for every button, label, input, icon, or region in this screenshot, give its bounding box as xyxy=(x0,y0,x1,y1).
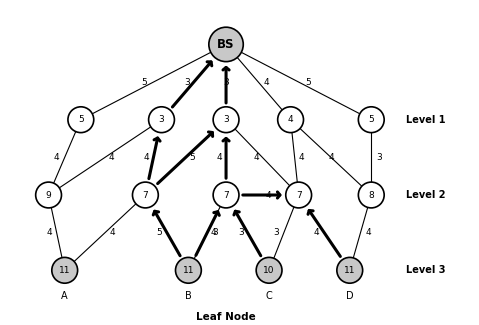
Text: 7: 7 xyxy=(143,190,148,200)
Circle shape xyxy=(358,107,384,133)
Circle shape xyxy=(337,257,363,283)
Circle shape xyxy=(256,257,282,283)
Text: BS: BS xyxy=(217,38,235,51)
Text: C: C xyxy=(266,291,273,301)
Text: D: D xyxy=(346,291,354,301)
Text: B: B xyxy=(185,291,192,301)
Text: Leaf Node: Leaf Node xyxy=(196,312,256,322)
Text: 4: 4 xyxy=(110,228,115,237)
Text: 4: 4 xyxy=(266,190,272,200)
Text: 5: 5 xyxy=(189,153,195,162)
Text: 4: 4 xyxy=(365,228,371,237)
Text: 3: 3 xyxy=(159,115,164,124)
Text: 4: 4 xyxy=(328,153,334,162)
Text: 4: 4 xyxy=(217,153,222,162)
Text: 5: 5 xyxy=(368,115,374,124)
Text: 3: 3 xyxy=(212,228,217,237)
Circle shape xyxy=(68,107,94,133)
Text: 9: 9 xyxy=(46,190,51,200)
Circle shape xyxy=(209,27,243,62)
Text: 3: 3 xyxy=(376,153,382,162)
Text: Level 1: Level 1 xyxy=(406,115,446,125)
Text: Level 3: Level 3 xyxy=(406,265,446,275)
Text: 4: 4 xyxy=(143,153,149,162)
Text: 5: 5 xyxy=(157,228,162,237)
Text: 4: 4 xyxy=(288,115,294,124)
Circle shape xyxy=(213,107,239,133)
Text: 11: 11 xyxy=(344,266,355,275)
Circle shape xyxy=(213,182,239,208)
Text: Level 2: Level 2 xyxy=(406,190,446,200)
Circle shape xyxy=(52,257,78,283)
Text: 4: 4 xyxy=(109,153,114,162)
Text: 4: 4 xyxy=(314,228,319,237)
Text: 4: 4 xyxy=(211,228,217,237)
Circle shape xyxy=(133,182,158,208)
Text: 5: 5 xyxy=(306,78,311,86)
Text: 10: 10 xyxy=(263,266,275,275)
Text: 3: 3 xyxy=(223,115,229,124)
Text: 5: 5 xyxy=(141,78,147,86)
Text: 5: 5 xyxy=(78,115,84,124)
Text: 4: 4 xyxy=(298,153,304,162)
Text: 11: 11 xyxy=(182,266,194,275)
Text: 4: 4 xyxy=(46,228,52,237)
Text: 4: 4 xyxy=(263,78,269,86)
Text: 3: 3 xyxy=(184,78,190,86)
Text: A: A xyxy=(61,291,68,301)
Text: 11: 11 xyxy=(59,266,70,275)
Text: 7: 7 xyxy=(296,190,302,200)
Text: 4: 4 xyxy=(54,153,59,162)
Text: 3: 3 xyxy=(274,228,279,237)
Text: 7: 7 xyxy=(223,190,229,200)
Circle shape xyxy=(35,182,61,208)
Text: 8: 8 xyxy=(368,190,374,200)
Circle shape xyxy=(175,257,201,283)
Circle shape xyxy=(148,107,174,133)
Circle shape xyxy=(286,182,311,208)
Circle shape xyxy=(358,182,384,208)
Text: 3: 3 xyxy=(238,228,244,237)
Text: 4: 4 xyxy=(253,153,259,162)
Circle shape xyxy=(278,107,304,133)
Text: 3: 3 xyxy=(223,78,229,86)
